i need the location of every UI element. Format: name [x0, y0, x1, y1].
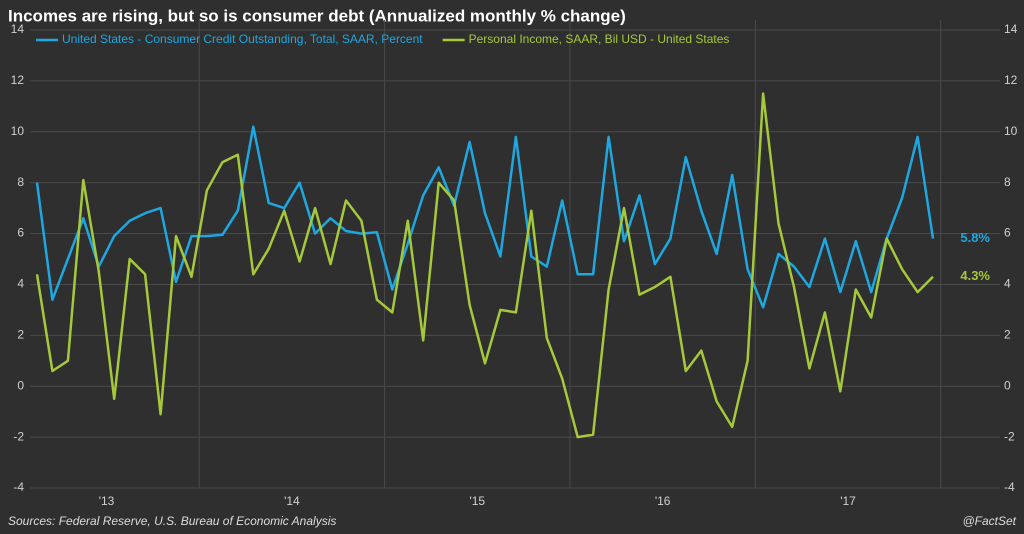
- y2-tick-label: 4: [1004, 277, 1011, 291]
- y2-tick-label: 10: [1004, 124, 1018, 138]
- source: Sources: Federal Reserve, U.S. Bureau of…: [8, 514, 336, 528]
- y2-tick-label: 6: [1004, 226, 1011, 240]
- x-tick-label: '14: [284, 494, 300, 508]
- x-tick-label: '13: [99, 494, 115, 508]
- y2-tick-label: 0: [1004, 378, 1011, 392]
- y-tick-label: 12: [11, 73, 25, 87]
- y2-tick-label: 12: [1004, 73, 1018, 87]
- chart-title: Incomes are rising, but so is consumer d…: [8, 6, 626, 25]
- x-tick-label: '16: [655, 494, 671, 508]
- y-tick-label: -2: [13, 429, 24, 443]
- x-tick-label: '17: [840, 494, 856, 508]
- y2-tick-label: -2: [1004, 429, 1015, 443]
- y-tick-label: 8: [17, 175, 24, 189]
- y-tick-label: 14: [11, 22, 25, 36]
- y2-tick-label: 8: [1004, 175, 1011, 189]
- value-label: 4.3%: [960, 268, 990, 283]
- legend-label: United States - Consumer Credit Outstand…: [62, 32, 423, 46]
- y-tick-label: 0: [17, 378, 24, 392]
- y-tick-label: 6: [17, 226, 24, 240]
- y2-tick-label: -4: [1004, 480, 1015, 494]
- credit: @FactSet: [962, 514, 1016, 528]
- y-tick-label: 10: [11, 124, 25, 138]
- y-tick-label: 4: [17, 277, 24, 291]
- y-tick-label: 2: [17, 328, 24, 342]
- legend-label: Personal Income, SAAR, Bil USD - United …: [469, 32, 730, 46]
- series-line: [35, 125, 935, 309]
- y-tick-label: -4: [13, 480, 24, 494]
- value-label: 5.8%: [960, 230, 990, 245]
- x-tick-label: '15: [469, 494, 485, 508]
- series-line: [35, 92, 934, 439]
- y2-tick-label: 2: [1004, 328, 1011, 342]
- y2-tick-label: 14: [1004, 22, 1018, 36]
